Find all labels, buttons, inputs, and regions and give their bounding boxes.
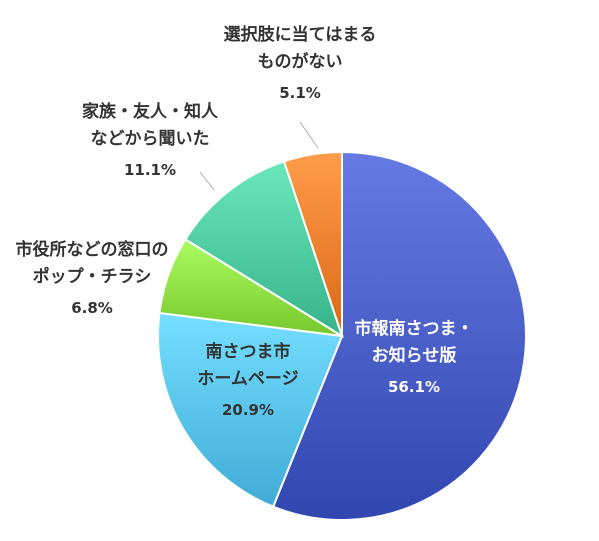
slice-label-line: お知らせ版 [372,345,457,366]
slice-label-1: 市報南さつま・お知らせ版 56.1% [355,318,474,396]
slice-percent-label: 11.1% [124,161,176,179]
slice-label-line: ものがない [258,51,343,72]
slice-label-line: 選択肢に当てはまる [224,24,377,45]
slice-label-4: 家族・友人・知人などから聞いた 11.1% [82,101,219,179]
slice-label-5: 選択肢に当てはまるものがない 5.1% [224,24,377,102]
slice-percent-label: 5.1% [279,84,321,102]
leader-line-5 [299,121,319,149]
slice-label-line: 家族・友人・知人 [82,101,219,122]
slice-percent-label: 20.9% [222,401,274,419]
slice-label-line: ポップ・チラシ [33,266,152,287]
pie-slice-1 [271,150,527,521]
pie-slice-5 [282,150,343,337]
slice-label-line: ホームページ [197,369,298,389]
leader-lines-layer [199,121,319,191]
slice-percent-label: 56.1% [388,378,440,396]
leader-line-4 [199,171,215,191]
pie-slice-2 [157,311,344,508]
pie-slice-4 [184,160,344,339]
slice-label-line: などから聞いた [91,129,210,149]
slice-label-3: 市役所などの窓口のポップ・チラシ 6.8% [16,239,169,317]
slice-label-line: 市役所などの窓口の [16,239,169,260]
slice-label-2: 南さつま市ホームページ 20.9% [197,341,298,419]
slice-label-line: 南さつま市 [206,341,291,362]
slice-label-line: 市報南さつま・ [355,318,474,339]
slices-layer [157,150,527,521]
slice-percent-label: 6.8% [71,299,113,317]
labels-layer: 市報南さつま・お知らせ版 56.1% 南さつま市ホームページ 20.9% 市役所などの窓… [16,24,474,419]
